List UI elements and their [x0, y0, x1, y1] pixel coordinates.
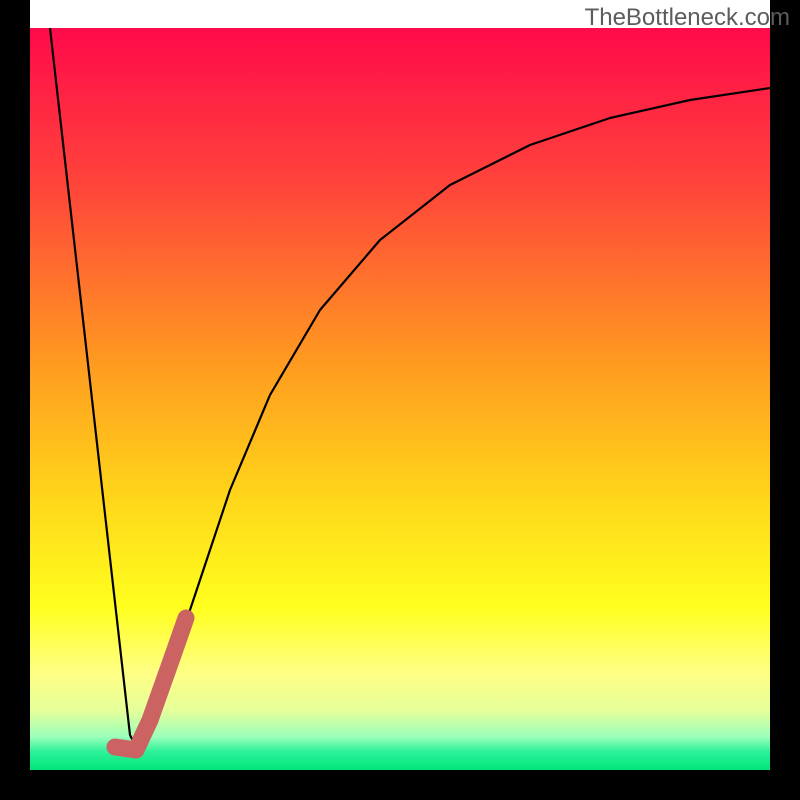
chart-container: TheBottleneck.com: [0, 0, 800, 800]
plot-background: [30, 28, 770, 770]
border-left: [0, 0, 30, 800]
border-right: [770, 0, 800, 800]
bottleneck-chart: [0, 0, 800, 800]
watermark-text: TheBottleneck.com: [585, 4, 790, 32]
border-bottom: [0, 770, 800, 800]
